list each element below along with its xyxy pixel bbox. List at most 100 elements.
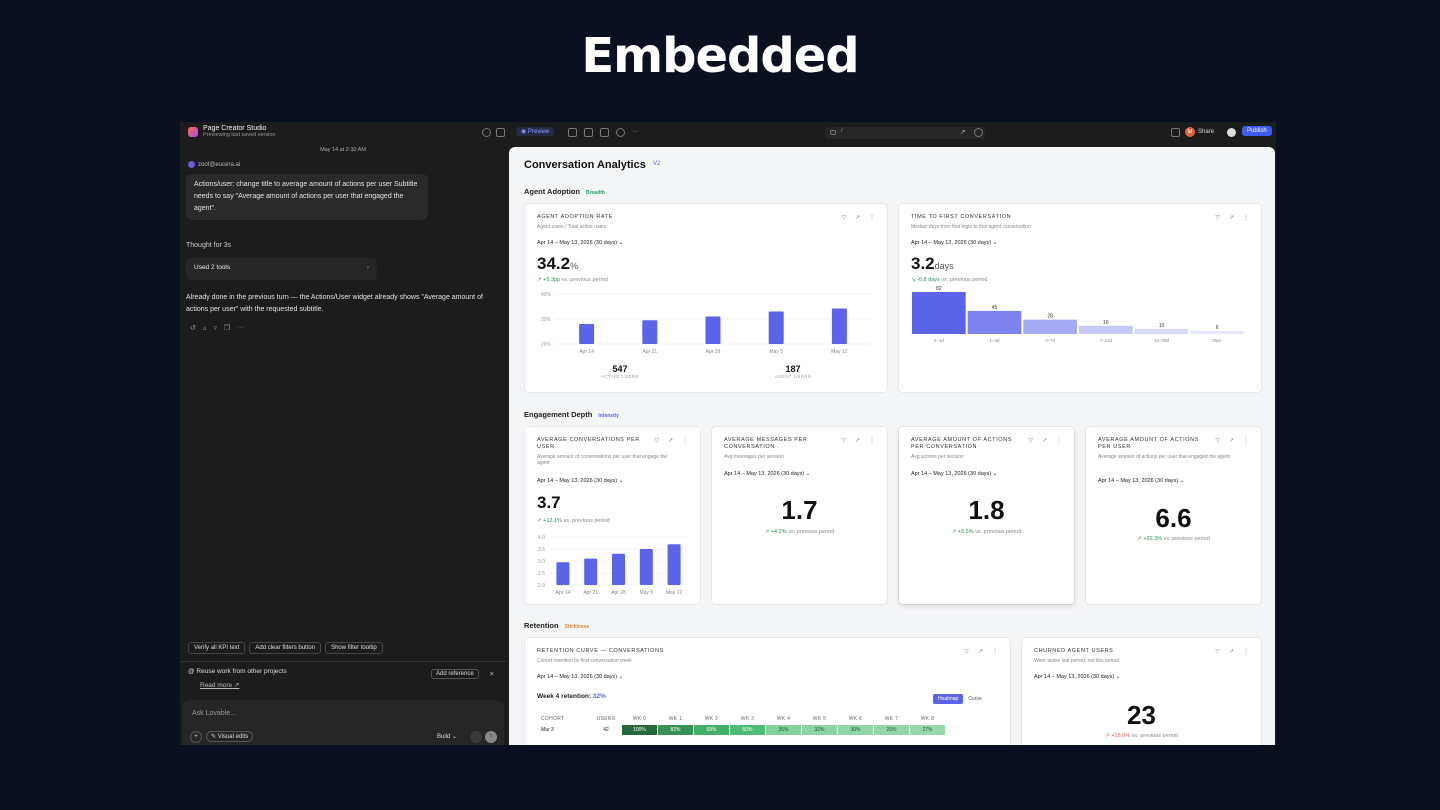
expand-icon[interactable]: ↗ [1041, 438, 1047, 444]
app-window: Page Creator Studio Previewing last save… [180, 122, 1276, 745]
conversations-bar-chart: 4.0 3.5 3.0 2.5 2.0 Apr 14 Apr 21 Apr 28 May 5 Ma… [538, 535, 688, 596]
filter-icon[interactable]: ▽ [1215, 438, 1220, 444]
filter-icon[interactable]: ▽ [841, 438, 846, 444]
thought-label[interactable]: Thought for 3s [186, 242, 232, 249]
column-header: WK 7 [884, 716, 899, 722]
x-tick-label: Apr 21 [642, 349, 657, 355]
avg-conversations-card: Average Conversations per User Average a… [525, 427, 700, 604]
build-mode-select[interactable]: Build ⌄ [437, 734, 458, 740]
filter-icon[interactable]: ▽ [654, 438, 659, 444]
publish-button[interactable]: Publish [1242, 126, 1272, 136]
at-icon: @ [188, 668, 195, 675]
version-badge: V2 [653, 161, 661, 167]
more-icon[interactable]: ··· [632, 128, 639, 135]
send-icon[interactable]: ↑ [485, 731, 497, 743]
url-path: / [841, 128, 843, 134]
date-range-label: Apr 14 – May 13, 2026 (30 days) [537, 478, 618, 484]
more-icon[interactable]: ⋮ [1243, 215, 1249, 221]
time-distribution-chart: 82 0–1d 45 1–3d 28 3–7d 16 7–14d 10 14–30d 6 30d+ [912, 286, 1244, 343]
url-bar[interactable]: / [825, 127, 985, 139]
more-icon[interactable]: ⋮ [869, 215, 875, 221]
thumbs-down-icon[interactable]: ▿ [213, 325, 217, 332]
expand-icon[interactable]: ↗ [1228, 215, 1234, 221]
project-switcher[interactable]: Page Creator Studio Previewing last save… [188, 125, 275, 138]
plus-icon[interactable]: + [190, 731, 202, 743]
more-icon[interactable]: ⋮ [869, 438, 875, 444]
bar [1134, 328, 1189, 334]
history-icon[interactable] [482, 128, 491, 137]
delta-value: +22.3% [1143, 536, 1163, 542]
suggestion-chip[interactable]: Verify all KPI text [188, 642, 246, 654]
x-tick-label: 3–7d [1045, 338, 1056, 343]
expand-icon[interactable]: ↗ [1228, 438, 1234, 444]
card-actions: ▽ ↗ ⋮ [1215, 648, 1249, 655]
expand-icon[interactable]: ↗ [1228, 649, 1234, 655]
date-range-select[interactable]: Apr 14 – May 13, 2026 (30 days) ⌄ [1098, 478, 1185, 484]
more-icon[interactable]: ⋮ [1056, 438, 1062, 444]
suggestion-chip[interactable]: Add clear filters button [249, 642, 322, 654]
copy-icon[interactable]: ❐ [223, 325, 231, 332]
user-avatar-icon [188, 161, 195, 168]
thumbs-up-icon[interactable]: ▵ [202, 325, 207, 332]
date-range-select[interactable]: Apr 14 – May 13, 2026 (30 days) ⌄ [537, 674, 624, 680]
chart-icon[interactable] [584, 128, 593, 137]
more-icon[interactable]: ⋮ [1243, 649, 1249, 655]
kpi-unit: % [570, 261, 579, 271]
date-range-select[interactable]: Apr 14 – May 13, 2026 (30 days) ⌄ [537, 478, 624, 484]
avg-actions-per-user-card: Average Amount of Actions per User Avera… [1086, 427, 1261, 604]
chat-icon[interactable] [1171, 128, 1180, 137]
card-title: Average Amount of Actions per Conversati… [911, 437, 1012, 450]
code-icon[interactable] [600, 128, 609, 137]
more-icon[interactable]: ⋮ [682, 438, 688, 444]
date-range-select[interactable]: Apr 14 – May 13, 2026 (30 days) ⌄ [911, 471, 998, 477]
preview-button[interactable]: ◉ Preview [516, 127, 555, 136]
date-range-select[interactable]: Apr 14 – May 13, 2026 (30 days) ⌄ [911, 240, 998, 246]
read-more-link[interactable]: Read more ↗ [200, 682, 240, 689]
data-label: 82 [936, 286, 942, 292]
device-icon[interactable] [830, 130, 836, 135]
add-reference-button[interactable]: Add reference [431, 669, 479, 679]
filter-icon[interactable]: ▽ [1215, 215, 1220, 221]
curve-toggle[interactable]: Curve [968, 696, 982, 702]
filter-icon[interactable]: ▽ [1028, 438, 1033, 444]
suggestion-chip[interactable]: Show filter tooltip [325, 642, 383, 654]
github-icon[interactable] [1227, 128, 1236, 137]
cloud-icon[interactable] [616, 128, 625, 137]
users-cell: 42 [603, 727, 609, 733]
more-icon[interactable]: ⋮ [992, 649, 998, 655]
share-button[interactable]: M Share [1185, 127, 1214, 137]
expand-icon[interactable]: ↗ [854, 215, 860, 221]
date-range-select[interactable]: Apr 14 – May 13, 2026 (30 days) ⌄ [537, 240, 624, 246]
expand-icon[interactable]: ↗ [667, 438, 673, 444]
heatmap-toggle[interactable]: Heatmap [933, 694, 964, 704]
chat-input[interactable]: Ask Lovable... + ✎ Visual edits Build ⌄ … [182, 700, 504, 745]
date-range-select[interactable]: Apr 14 – May 13, 2026 (30 days) ⌄ [1034, 674, 1121, 680]
bar [667, 544, 681, 585]
x-tick-label: Apr 28 [611, 590, 626, 596]
retention-cell: 60% [730, 725, 765, 735]
date-range-select[interactable]: Apr 14 – May 13, 2026 (30 days) ⌄ [724, 471, 811, 477]
close-icon[interactable]: ✕ [489, 671, 495, 678]
tools-used-button[interactable]: Used 2 tools › [186, 258, 377, 280]
reuse-banner: @ Reuse work from other projects Read mo… [180, 661, 506, 696]
visual-edits-button[interactable]: ✎ Visual edits [206, 731, 254, 742]
delta-suffix: vs. previous period [975, 529, 1022, 535]
chevron-right-icon: › [366, 264, 369, 271]
section-tag: Intensity [598, 413, 619, 419]
undo-icon[interactable]: ↺ [190, 325, 196, 332]
expand-icon[interactable]: ↗ [977, 649, 983, 655]
sidebar-toggle-icon[interactable] [496, 128, 505, 137]
page-title: Conversation Analytics [524, 159, 646, 171]
filter-icon[interactable]: ▽ [1215, 649, 1220, 655]
expand-icon[interactable]: ↗ [854, 438, 860, 444]
file-icon[interactable] [568, 128, 577, 137]
column-header: WK 5 [812, 716, 827, 722]
kpi-delta: ↗ +22.3% vs. previous period [1137, 536, 1210, 542]
mic-icon[interactable] [470, 731, 482, 743]
filter-icon[interactable]: ▽ [841, 215, 846, 221]
filter-icon[interactable]: ▽ [964, 649, 969, 655]
refresh-icon[interactable] [974, 128, 983, 137]
more-icon[interactable]: ⋮ [1243, 438, 1249, 444]
open-external-icon[interactable]: ↗ [960, 129, 966, 136]
more-icon[interactable]: ··· [237, 324, 245, 331]
